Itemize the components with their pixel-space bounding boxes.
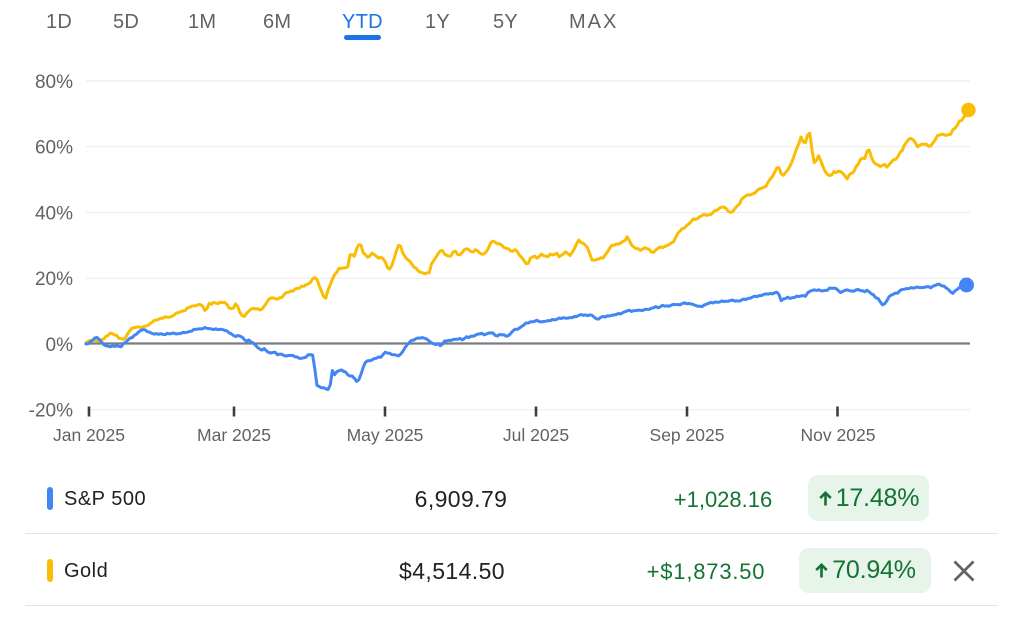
svg-text:20%: 20% (35, 269, 73, 290)
svg-text:Jan 2025: Jan 2025 (53, 425, 125, 445)
svg-text:Mar 2025: Mar 2025 (197, 425, 271, 445)
svg-text:Jul 2025: Jul 2025 (503, 425, 569, 445)
svg-text:60%: 60% (35, 138, 73, 159)
svg-text:-20%: -20% (29, 401, 73, 422)
svg-text:May 2025: May 2025 (347, 425, 424, 445)
svg-text:Sep 2025: Sep 2025 (650, 425, 725, 445)
svg-text:0%: 0% (46, 335, 74, 356)
svg-text:80%: 80% (35, 72, 73, 93)
svg-text:Nov 2025: Nov 2025 (801, 425, 876, 445)
svg-text:40%: 40% (35, 204, 73, 225)
